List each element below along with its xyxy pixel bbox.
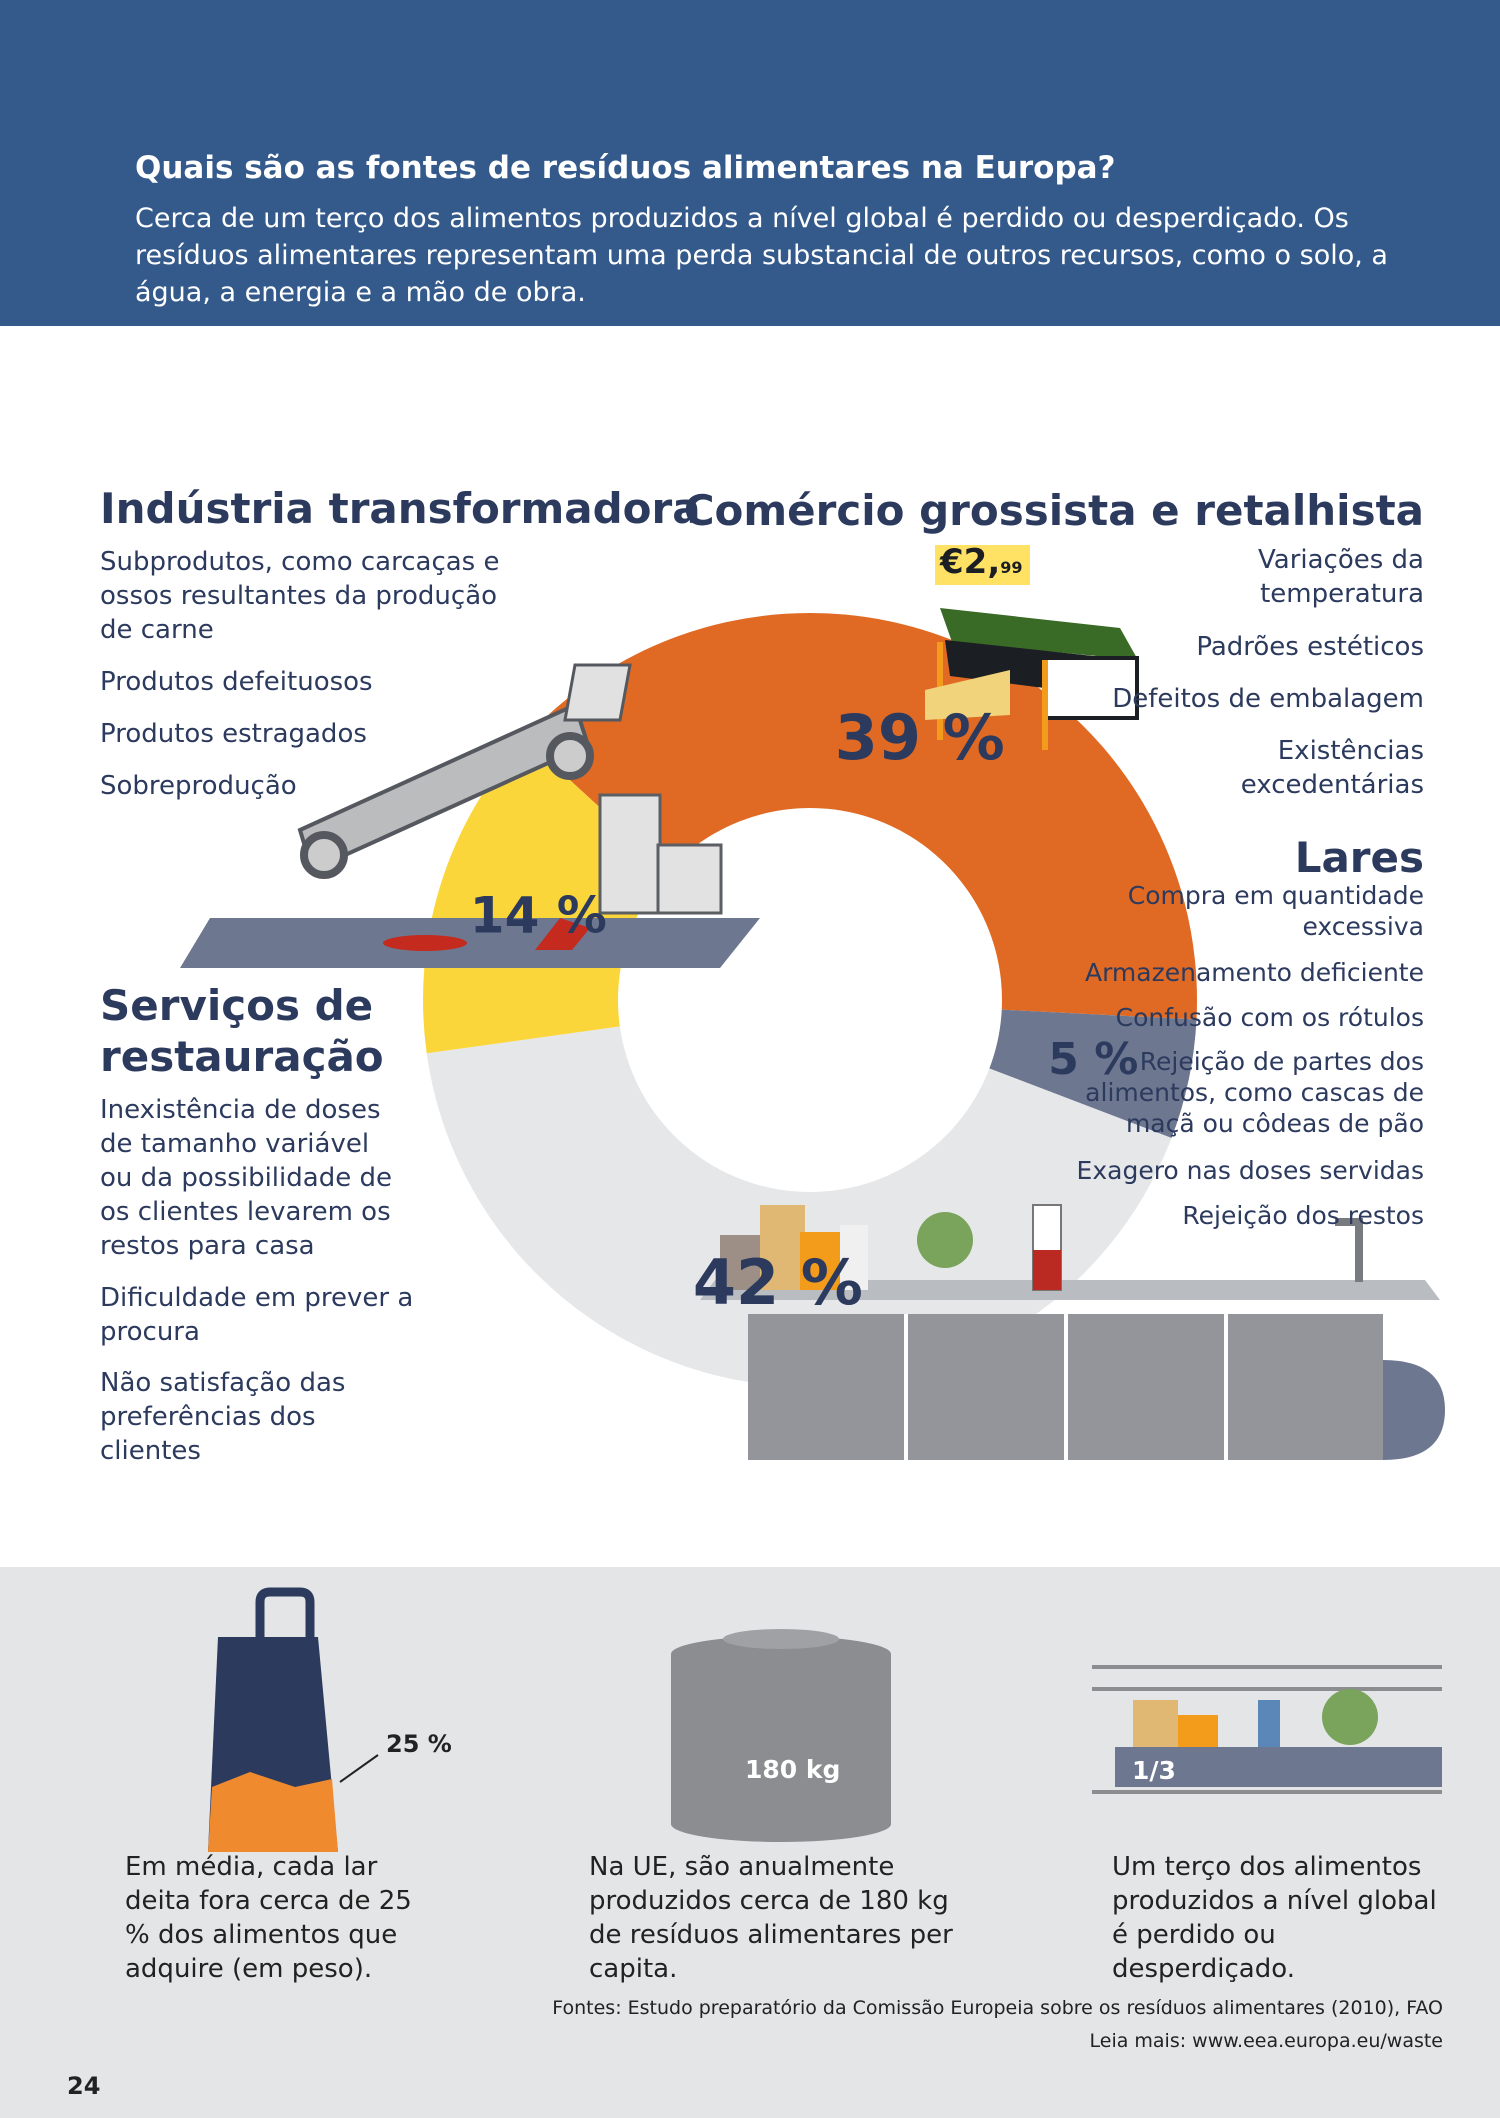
shopping-bag-icon bbox=[208, 1587, 379, 1852]
produce-stand-illustration bbox=[925, 545, 1139, 750]
shelf-stat-value: 1/3 bbox=[1132, 1756, 1176, 1785]
food-services-title-line2: restauração bbox=[100, 1032, 384, 1081]
food-services-item-2: Dificuldade em prever a procura bbox=[100, 1283, 414, 1347]
slice-label-industry: 39 % bbox=[835, 701, 1005, 774]
retail-title: Comércio grossista e retalhista bbox=[683, 486, 1424, 535]
food-services-item-1: Inexistência de doses de tamanho variáve… bbox=[100, 1095, 392, 1261]
households-item-1: Compra em quantidade excessiva bbox=[1127, 881, 1424, 941]
retail-item-2: Padrões estéticos bbox=[1196, 632, 1424, 662]
households-title: Lares bbox=[1294, 833, 1424, 882]
page-intro: Cerca de um terço dos alimentos produzid… bbox=[135, 203, 1388, 308]
page-number: 24 bbox=[67, 2072, 101, 2100]
households-item-6: Rejeição dos restos bbox=[1182, 1201, 1424, 1230]
donut-slice-industry bbox=[524, 613, 1197, 1020]
bag-stat-value: 25 % bbox=[386, 1730, 452, 1758]
industry-item-3: Produtos estragados bbox=[100, 719, 367, 749]
industry-title: Indústria transformadora bbox=[100, 484, 701, 533]
shelf-stat-text: Um terço dos alimentos produzidos a níve… bbox=[1112, 1852, 1437, 1984]
donut-chart: 39 % 5 % 42 % 14 % bbox=[180, 545, 1445, 1460]
households-item-5: Exagero nas doses servidas bbox=[1076, 1156, 1424, 1185]
header-banner bbox=[0, 0, 1500, 326]
waste-bin-icon bbox=[671, 1629, 891, 1842]
donut-slice-retail bbox=[989, 1009, 1197, 1138]
slice-label-food_services: 14 % bbox=[470, 886, 607, 944]
retail-item-3: Defeitos de embalagem bbox=[1112, 684, 1424, 714]
bin-stat-value: 180 kg bbox=[745, 1755, 841, 1784]
stats-illustrations bbox=[208, 1587, 1442, 1852]
households-item-4: Rejeição de partes dos alimentos, como c… bbox=[1085, 1047, 1424, 1138]
food-services-item-3: Não satisfação das preferências dos clie… bbox=[100, 1368, 346, 1466]
sources-text: Fontes: Estudo preparatório da Comissão … bbox=[552, 1997, 1443, 2019]
households-item-3: Confusão com os rótulos bbox=[1115, 1003, 1424, 1032]
bag-stat-text: Em média, cada lar deita fora cerca de 2… bbox=[125, 1852, 412, 1984]
households-item-2: Armazenamento deficiente bbox=[1084, 958, 1424, 987]
food-services-title-line1: Serviços de bbox=[100, 981, 374, 1030]
slice-label-retail: 5 % bbox=[1048, 1034, 1138, 1085]
bin-stat-text: Na UE, são anualmente produzidos cerca d… bbox=[589, 1852, 953, 1984]
industry-item-2: Produtos defeituosos bbox=[100, 667, 373, 697]
factory-illustration bbox=[180, 663, 760, 968]
kitchen-illustration bbox=[700, 1204, 1445, 1460]
price-tag: €2,99 bbox=[940, 542, 1023, 582]
slice-labels: 39 % 5 % 42 % 14 % bbox=[470, 701, 1138, 1319]
page-title: Quais são as fontes de resíduos alimenta… bbox=[135, 150, 1116, 186]
industry-item-4: Sobreprodução bbox=[100, 771, 297, 801]
retail-item-4: Existências excedentárias bbox=[1240, 736, 1424, 800]
grocery-shelf-icon bbox=[1092, 1665, 1442, 1794]
read-more-link[interactable]: Leia mais: www.eea.europa.eu/waste bbox=[1089, 2030, 1444, 2052]
price-tag-cents: 99 bbox=[1000, 558, 1023, 577]
industry-item-1: Subprodutos, como carcaças e ossos resul… bbox=[100, 547, 500, 645]
retail-item-1: Variações da temperatura bbox=[1258, 545, 1424, 609]
slice-label-households: 42 % bbox=[693, 1246, 863, 1319]
price-tag-main: €2, bbox=[940, 542, 1001, 582]
